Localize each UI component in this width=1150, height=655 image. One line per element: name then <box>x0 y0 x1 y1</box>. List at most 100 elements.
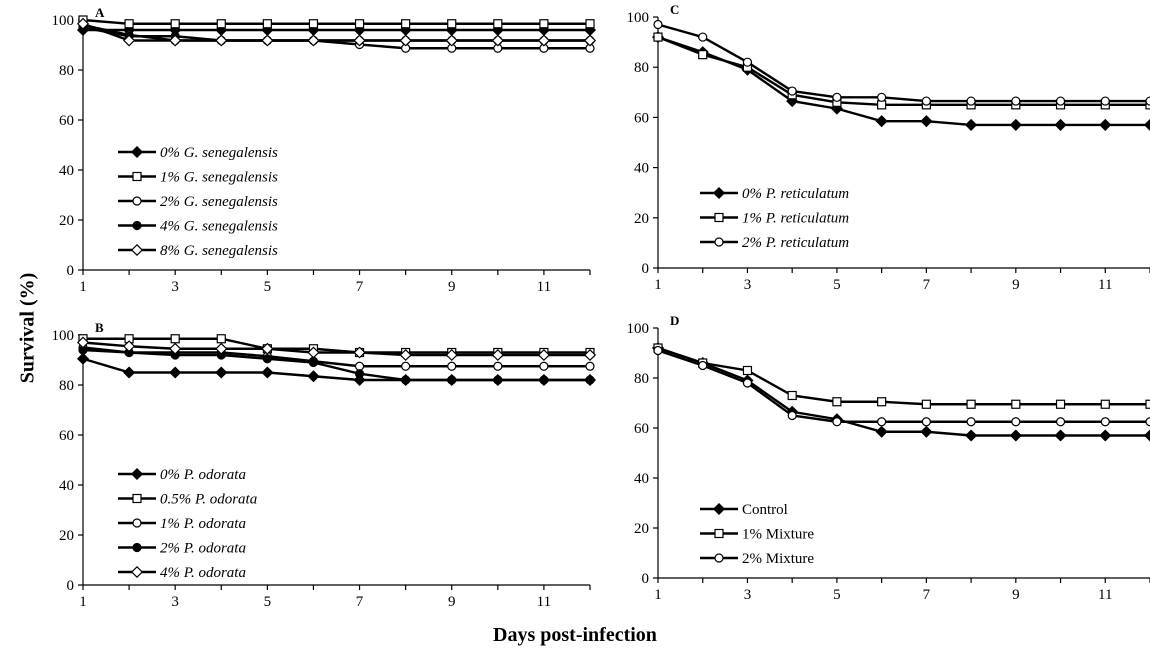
data-point <box>76 336 90 349</box>
legend-marker <box>712 502 726 516</box>
data-point <box>877 100 887 110</box>
x-tick-label: 9 <box>448 594 456 610</box>
data-point <box>216 19 226 29</box>
data-point <box>698 360 708 371</box>
legend-label: 1% G. senegalensis <box>160 170 278 186</box>
y-tick-label: 40 <box>634 471 649 487</box>
legend-marker <box>130 565 144 579</box>
data-point <box>308 357 319 368</box>
data-point <box>261 342 274 355</box>
data-point <box>399 348 412 362</box>
y-tick-label: 60 <box>634 421 649 437</box>
x-tick-label: 11 <box>1098 587 1112 603</box>
legend-label: 2% Mixture <box>742 551 814 567</box>
series-line <box>657 346 1150 437</box>
y-tick-label: 0 <box>642 571 650 587</box>
legend-marker <box>132 220 142 231</box>
legend-label: 4% P. odorata <box>160 565 246 581</box>
legend: 0% P. reticulatum 1% P. reticulatum 2% P. … <box>700 186 849 251</box>
data-point <box>787 86 797 96</box>
data-point <box>742 57 753 67</box>
data-point <box>1011 96 1021 106</box>
data-point <box>354 19 365 29</box>
series-line <box>657 35 1150 127</box>
legend-marker <box>132 171 142 182</box>
data-point <box>1011 417 1021 427</box>
y-tick-label: 0 <box>642 261 650 277</box>
panel-letter: D <box>670 313 679 328</box>
x-tick-label: 3 <box>171 279 179 295</box>
data-point <box>1100 399 1110 409</box>
x-tick-label: 1 <box>654 277 662 293</box>
y-tick-label: 40 <box>634 161 649 177</box>
data-point <box>966 96 976 106</box>
data-point <box>445 348 458 362</box>
data-point <box>539 19 549 29</box>
data-point <box>447 375 457 385</box>
data-point <box>215 366 228 379</box>
data-point <box>491 34 504 47</box>
y-tick-label: 80 <box>634 371 649 387</box>
legend-label: 4% G. senegalensis <box>160 219 278 235</box>
legend-label: 1% Mixture <box>742 527 814 543</box>
data-point <box>832 397 842 407</box>
data-point <box>742 365 753 376</box>
data-point <box>583 34 597 47</box>
x-tick-label: 7 <box>923 277 931 293</box>
data-point <box>491 348 504 362</box>
data-point <box>401 19 411 29</box>
data-point <box>307 34 320 47</box>
data-point <box>539 361 549 371</box>
data-point <box>76 17 90 30</box>
series-line <box>82 18 590 25</box>
x-tick-label: 5 <box>264 594 272 610</box>
y-tick-label: 60 <box>59 113 74 129</box>
y-tick-label: 0 <box>67 578 75 594</box>
y-tick-label: 80 <box>59 63 74 79</box>
legend: 0% G. senegalensis 1% G. senegalensis 2% G… <box>118 145 278 259</box>
data-point <box>921 399 931 409</box>
data-point <box>537 348 550 362</box>
legend-marker <box>132 518 142 528</box>
data-point <box>965 429 978 442</box>
x-tick-label: 3 <box>744 587 752 603</box>
data-point <box>877 417 887 427</box>
data-point <box>1009 429 1022 442</box>
data-point <box>123 366 136 379</box>
x-tick-label: 5 <box>264 279 272 295</box>
data-point <box>787 390 797 401</box>
x-tick-label: 7 <box>356 594 364 610</box>
y-tick-label: 60 <box>59 428 74 444</box>
series-1 <box>651 31 1150 131</box>
data-point <box>653 19 663 30</box>
series-line <box>82 346 590 368</box>
legend-label: 1% P. odorata <box>160 516 246 532</box>
series-line <box>657 35 1150 107</box>
data-point <box>262 354 272 364</box>
y-tick-label: 20 <box>634 211 649 227</box>
data-point <box>832 92 842 102</box>
legend-marker <box>712 186 726 200</box>
data-point <box>1145 417 1150 427</box>
series-1 <box>76 23 597 37</box>
x-tick-label: 3 <box>171 594 179 610</box>
data-point <box>493 19 503 29</box>
data-point <box>539 375 549 385</box>
data-point <box>215 34 228 47</box>
data-point <box>399 34 412 47</box>
y-tick-label: 80 <box>59 378 74 394</box>
y-tick-label: 20 <box>59 528 74 544</box>
y-tick-label: 20 <box>634 521 649 537</box>
data-point <box>875 115 888 128</box>
x-tick-label: 5 <box>833 277 841 293</box>
data-point <box>1054 118 1067 131</box>
data-point <box>354 361 365 371</box>
data-point <box>653 32 663 42</box>
data-point <box>307 346 320 359</box>
x-tick-label: 11 <box>537 279 551 295</box>
legend-marker <box>130 467 144 481</box>
panel-b-chart: 0 20 40 60 80 100 1 3 5 7 9 11 B 0% P. odorata 0.5% P.… <box>52 320 597 610</box>
legend-label: 0.5% P. odorata <box>160 492 257 508</box>
legend-marker <box>132 493 142 504</box>
